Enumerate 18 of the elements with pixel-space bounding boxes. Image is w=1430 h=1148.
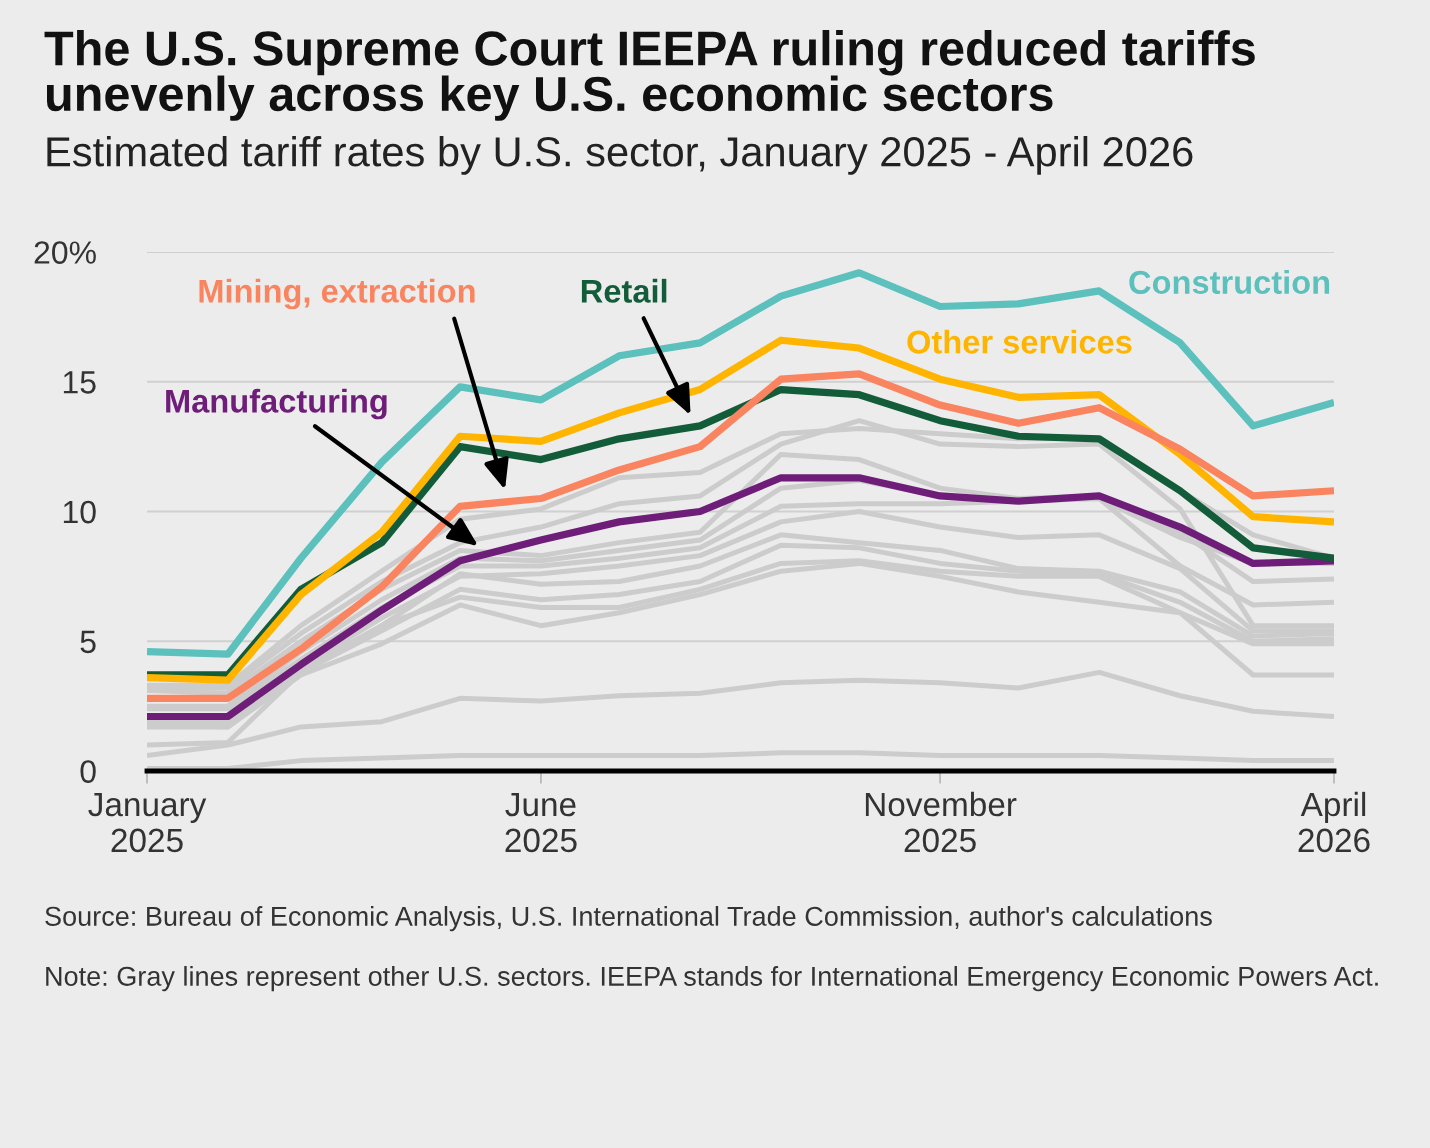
text: Retail xyxy=(581,278,667,303)
text: Manufacturing xyxy=(166,388,387,420)
x-tick-label: April 2026 xyxy=(1298,791,1370,853)
series-label: Other services xyxy=(907,329,1132,354)
y-tick-label: 0 xyxy=(80,760,96,783)
x-tick-label: November 2025 xyxy=(865,791,1017,853)
y-tick-label: 10 xyxy=(63,500,96,524)
series-label: Construction xyxy=(1129,270,1330,294)
text: Mining, extraction xyxy=(199,278,475,310)
text: Note: Gray lines represent other U.S. sectors. IEEPA stands for International Emergency Economic Powers Act. xyxy=(46,966,1378,992)
chart-subtitle: Estimated tariff rates by U.S. sector, January 2025 - April 2026 xyxy=(47,136,1193,175)
x-tick-label: June 2025 xyxy=(505,793,577,853)
source-note: Source: Bureau of Economic Analysis, U.S. International Trade Commission, author's calculations xyxy=(45,906,1212,932)
chart-title: The U.S. Supreme Court IEEPA ruling reduced tariffs unevenly across key U.S. economic sectors xyxy=(44,30,1255,121)
y-tick-label: 20% xyxy=(34,241,96,264)
y-tick-label: 5 xyxy=(80,630,96,654)
x-tick-label: January 2025 xyxy=(88,793,207,853)
y-tick-label: 15 xyxy=(63,371,96,394)
